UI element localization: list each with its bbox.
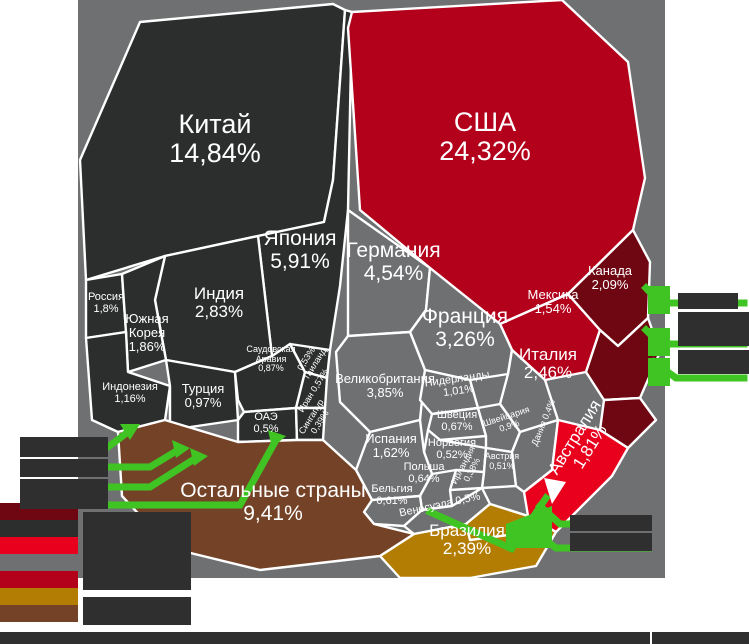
legend-swatch-1[interactable] — [0, 520, 78, 537]
callout-arrowheads-left — [120, 424, 286, 466]
region-russia[interactable] — [84, 272, 128, 340]
region-canada-3[interactable] — [598, 396, 658, 450]
callout-box-right-2 — [678, 350, 749, 374]
region-japan[interactable] — [256, 8, 354, 358]
region-singapore[interactable] — [294, 406, 327, 442]
region-uk[interactable] — [334, 330, 427, 434]
legend-label-block-upper — [83, 512, 191, 590]
region-uae[interactable] — [236, 406, 299, 444]
region-spain[interactable] — [354, 418, 434, 502]
callout-box-bottom-0 — [570, 515, 652, 531]
callout-arrowhead-white — [544, 478, 566, 504]
callout-box-left-2 — [20, 479, 108, 497]
region-indonesia[interactable] — [84, 330, 172, 434]
legend-label-block-lower — [83, 597, 191, 625]
callout-arrowheads-bottom — [506, 506, 552, 548]
region-austria[interactable] — [480, 446, 518, 490]
callout-arrowheads-right — [648, 286, 670, 386]
callout-box-left-3 — [20, 497, 108, 509]
callout-box-right-0 — [678, 293, 738, 309]
callout-box-right-1 — [678, 312, 749, 346]
region-sweden[interactable] — [426, 406, 488, 442]
callout-box-left-1 — [20, 459, 108, 477]
bottom-bar-right — [652, 632, 749, 644]
legend-swatch-2[interactable] — [0, 537, 78, 554]
legend-swatch-4[interactable] — [0, 571, 78, 588]
legend-swatch-3[interactable] — [0, 554, 78, 571]
callout-box-bottom-1 — [570, 533, 652, 551]
legend — [0, 503, 78, 622]
region-turkey[interactable] — [164, 358, 240, 432]
legend-swatch-5[interactable] — [0, 588, 78, 605]
legend-swatch-6[interactable] — [0, 605, 78, 622]
region-india[interactable] — [153, 234, 274, 374]
callout-box-left-0 — [20, 437, 108, 457]
bottom-bar — [0, 632, 650, 644]
